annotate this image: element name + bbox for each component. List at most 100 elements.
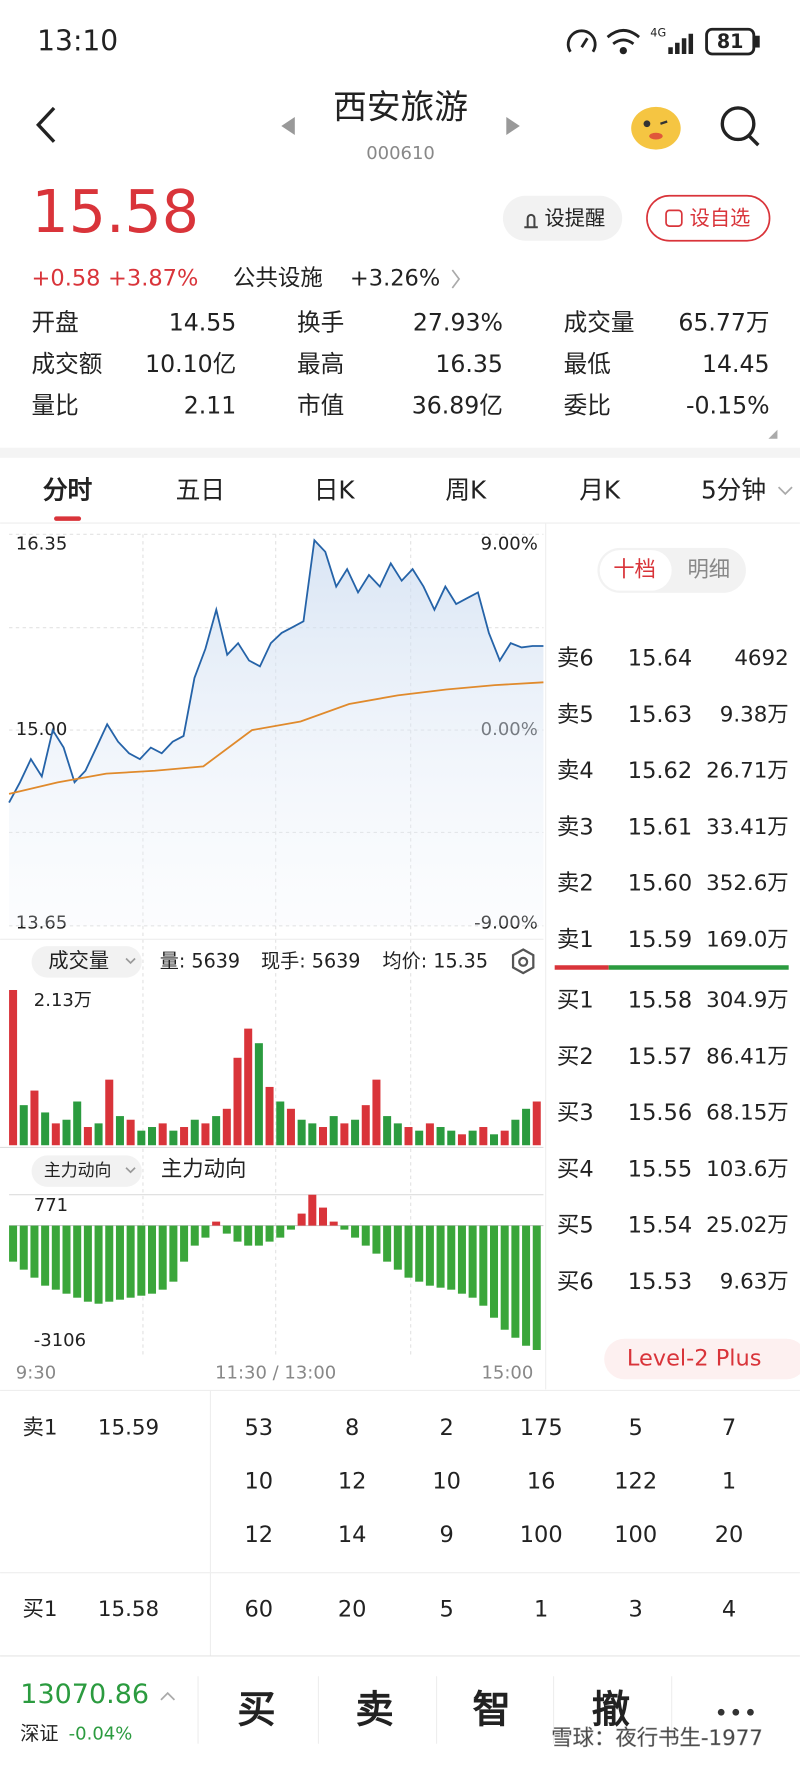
book-tab[interactable]: 明细: [687, 557, 730, 582]
bell-icon: [524, 213, 538, 229]
bar: [9, 1225, 18, 1262]
trade-button[interactable]: 卖: [356, 1689, 394, 1733]
alert-button[interactable]: [502, 195, 623, 241]
bar: [254, 1043, 263, 1146]
average-line: [8, 681, 544, 795]
sector-name[interactable]: 公共设施: [233, 265, 323, 291]
flow-selector[interactable]: [31, 1155, 142, 1187]
chart-tab[interactable]: 月K: [579, 476, 621, 505]
chart-tab[interactable]: 五日: [176, 476, 225, 505]
volume-selector[interactable]: [31, 946, 142, 978]
alert-label: 设提醒: [545, 206, 606, 230]
bar: [244, 1028, 253, 1146]
chart-tab[interactable]: 日K: [314, 476, 356, 505]
watch-button[interactable]: [646, 194, 771, 242]
bar: [222, 1108, 231, 1146]
book-label: 买2: [557, 1044, 594, 1070]
bar: [276, 1101, 285, 1146]
bar: [126, 1225, 135, 1298]
book-price: 15.61: [628, 814, 692, 840]
volume-info: 现手: 5639: [261, 949, 360, 972]
prev-stock[interactable]: [281, 116, 295, 135]
network-label: 4G: [650, 27, 666, 40]
bar: [340, 1123, 349, 1146]
book-price: 15.54: [628, 1213, 692, 1239]
price-change-pct: +3.87%: [108, 265, 198, 291]
book-price: 15.56: [628, 1100, 692, 1126]
bar: [222, 1225, 231, 1234]
tick-volume: 20: [338, 1596, 367, 1622]
book-label: 卖5: [557, 702, 594, 728]
book-volume: 4692: [734, 646, 788, 671]
bar: [297, 1213, 306, 1226]
tick-volume: 12: [245, 1522, 274, 1548]
tick-price: 15.58: [98, 1597, 159, 1622]
bar: [62, 1225, 71, 1294]
back-button[interactable]: [36, 106, 56, 143]
mascot-button[interactable]: [631, 106, 681, 150]
book-volume: 25.02万: [706, 1213, 789, 1238]
tab-chevron[interactable]: [777, 486, 793, 496]
next-stock[interactable]: [506, 116, 520, 135]
bar: [94, 1225, 103, 1304]
book-volume: 9.38万: [720, 702, 789, 727]
bar: [180, 1127, 189, 1146]
level2-button[interactable]: [604, 1338, 800, 1380]
index-value[interactable]: 13070.86: [20, 1679, 149, 1710]
bar: [115, 1225, 124, 1300]
book-label: 买4: [557, 1156, 594, 1182]
sector-chevron[interactable]: [451, 269, 461, 289]
more-button[interactable]: [717, 1708, 754, 1716]
tick-volume: 60: [245, 1596, 274, 1622]
tick-volume: 16: [527, 1469, 556, 1495]
bar: [489, 1134, 499, 1146]
index-chevron[interactable]: [160, 1691, 176, 1701]
stat-label: 成交额: [32, 350, 103, 378]
trade-button[interactable]: 智: [473, 1689, 511, 1733]
bar: [126, 1119, 135, 1146]
trade-buttons: 买卖智撤: [237, 1689, 630, 1733]
trade-button[interactable]: 撤: [592, 1689, 630, 1733]
book-tab[interactable]: 十档: [613, 557, 656, 582]
stat-label: 开盘: [32, 308, 79, 336]
bar: [51, 1123, 60, 1146]
book-price: 15.59: [628, 927, 692, 953]
stat-value: 27.93%: [413, 308, 503, 336]
flow-chart: 771 -3106: [9, 1194, 544, 1351]
bar: [511, 1119, 520, 1146]
y2-tick-label: 9.00%: [481, 533, 538, 554]
bar: [51, 1225, 60, 1290]
chart-tab[interactable]: 5分钟: [701, 476, 766, 505]
x-label: 11:30 / 13:00: [215, 1363, 336, 1384]
tick-volume: 7: [722, 1415, 736, 1441]
search-button[interactable]: [720, 106, 760, 147]
book-tab-active[interactable]: [599, 550, 672, 591]
settings-button[interactable]: [511, 948, 535, 975]
volume-info: 均价: 15.35: [383, 949, 488, 972]
tick-volume: 1: [534, 1596, 548, 1622]
sector-change: +3.26%: [350, 265, 440, 291]
status-icons: [566, 27, 760, 56]
divider: [0, 447, 800, 458]
book-price: 15.57: [628, 1044, 692, 1070]
chart-tab[interactable]: 分时: [43, 476, 93, 505]
bar: [137, 1225, 146, 1296]
bar: [372, 1079, 381, 1146]
bar: [233, 1225, 242, 1242]
expand-icon[interactable]: [768, 429, 778, 439]
bar: [244, 1225, 253, 1246]
bar: [479, 1225, 488, 1306]
bar: [30, 1225, 39, 1278]
chart-tab[interactable]: 周K: [445, 476, 487, 505]
stat-value: 10.10亿: [145, 350, 236, 378]
bar: [500, 1130, 509, 1146]
tick-price: 15.59: [98, 1416, 159, 1441]
tick-volume: 3: [629, 1596, 643, 1622]
bar: [351, 1225, 360, 1238]
bar: [201, 1225, 210, 1238]
bar: [457, 1225, 466, 1294]
bar: [180, 1225, 189, 1262]
bar: [115, 1116, 124, 1146]
trade-button[interactable]: 买: [237, 1689, 275, 1733]
